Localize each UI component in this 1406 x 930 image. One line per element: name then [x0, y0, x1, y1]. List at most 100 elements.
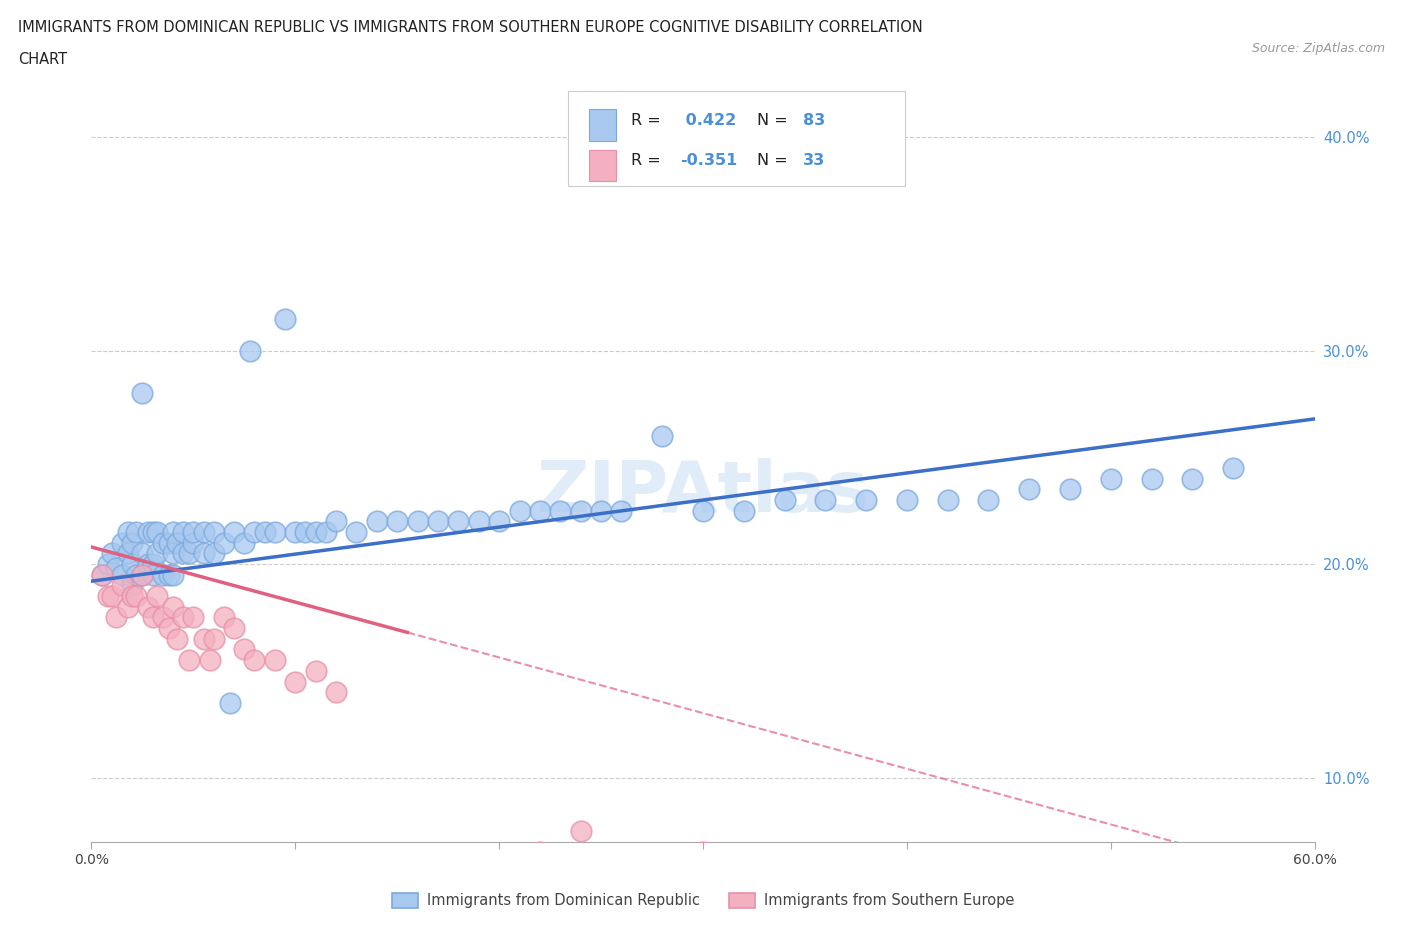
Point — [183, 525, 205, 539]
Text: CHART: CHART — [18, 52, 67, 67]
Point — [550, 503, 572, 518]
Point — [152, 610, 174, 625]
Point — [692, 503, 714, 518]
Point — [447, 514, 470, 529]
Point — [202, 525, 225, 539]
Point — [111, 578, 134, 593]
Point — [162, 599, 184, 614]
Point — [569, 824, 592, 839]
Point — [141, 525, 163, 539]
Point — [141, 610, 163, 625]
Point — [304, 663, 326, 678]
Point — [610, 503, 633, 518]
Point — [125, 589, 148, 604]
Point — [179, 546, 201, 561]
Point — [97, 557, 120, 572]
Point — [773, 493, 796, 508]
Point — [1059, 482, 1081, 497]
Text: 33: 33 — [803, 153, 825, 168]
Point — [212, 610, 235, 625]
Point — [152, 567, 174, 582]
Point — [121, 589, 143, 604]
Point — [222, 525, 246, 539]
Point — [131, 386, 153, 401]
Point — [304, 525, 326, 539]
Text: 0.422: 0.422 — [679, 113, 735, 127]
Point — [202, 546, 225, 561]
Point — [101, 589, 124, 604]
Point — [97, 589, 120, 604]
Point — [131, 567, 153, 582]
Point — [427, 514, 450, 529]
Point — [274, 312, 297, 326]
Point — [1222, 460, 1244, 475]
Point — [509, 503, 531, 518]
Point — [253, 525, 276, 539]
Point — [104, 561, 127, 576]
Point — [233, 536, 256, 551]
Point — [138, 525, 160, 539]
Point — [243, 653, 266, 668]
Point — [346, 525, 368, 539]
Point — [733, 503, 755, 518]
FancyBboxPatch shape — [589, 150, 616, 181]
Point — [591, 503, 613, 518]
Point — [145, 546, 167, 561]
Point — [529, 503, 551, 518]
Point — [198, 653, 221, 668]
Point — [193, 631, 215, 646]
Point — [264, 525, 287, 539]
Point — [157, 620, 180, 635]
Point — [569, 503, 592, 518]
Point — [183, 536, 205, 551]
Point — [111, 567, 134, 582]
Point — [651, 429, 673, 444]
Point — [172, 546, 194, 561]
Point — [179, 653, 201, 668]
Point — [101, 546, 124, 561]
Point — [406, 514, 429, 529]
Point — [162, 525, 184, 539]
Point — [90, 567, 112, 582]
Text: N =: N = — [756, 153, 787, 168]
Point — [239, 343, 262, 358]
Point — [90, 567, 112, 582]
Point — [121, 536, 143, 551]
Point — [325, 684, 347, 699]
Point — [264, 653, 287, 668]
Point — [125, 567, 148, 582]
Point — [104, 610, 127, 625]
Point — [692, 844, 714, 859]
Point — [117, 525, 139, 539]
Point — [855, 493, 877, 508]
Point — [162, 546, 184, 561]
Point — [315, 525, 337, 539]
Point — [138, 557, 160, 572]
Point — [233, 642, 256, 657]
Point — [141, 567, 163, 582]
Point — [166, 631, 188, 646]
Point — [219, 696, 242, 711]
Point — [157, 536, 180, 551]
Point — [141, 557, 163, 572]
Point — [936, 493, 959, 508]
Point — [131, 546, 153, 561]
FancyBboxPatch shape — [568, 91, 905, 186]
Point — [183, 610, 205, 625]
Point — [121, 557, 143, 572]
Point — [366, 514, 388, 529]
Text: R =: R = — [631, 113, 661, 127]
Point — [145, 525, 167, 539]
Point — [111, 536, 134, 551]
Point — [166, 536, 188, 551]
Point — [284, 525, 307, 539]
Point — [145, 589, 167, 604]
Point — [385, 514, 409, 529]
Point — [202, 631, 225, 646]
Text: 83: 83 — [803, 113, 825, 127]
Point — [529, 844, 551, 859]
Point — [1099, 472, 1122, 486]
Point — [157, 567, 180, 582]
Point — [243, 525, 266, 539]
Point — [467, 514, 491, 529]
